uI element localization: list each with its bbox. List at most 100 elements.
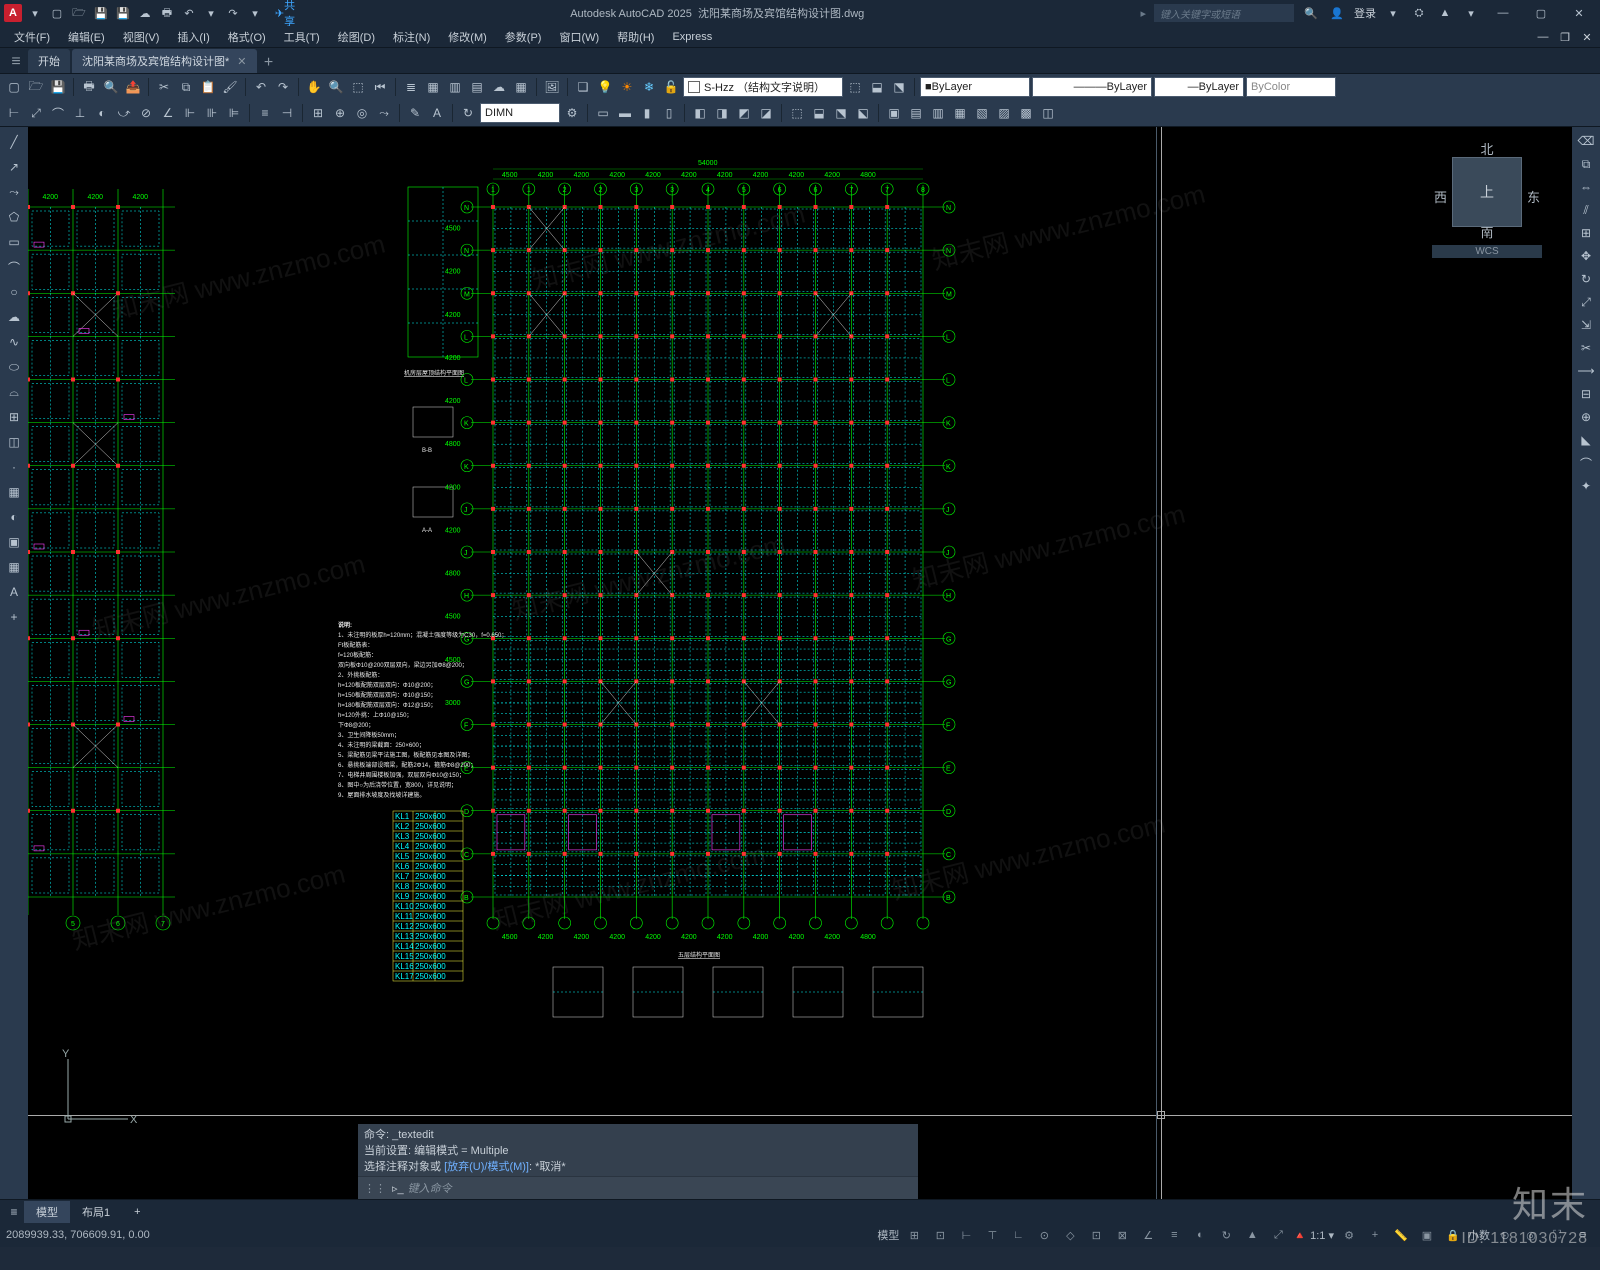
dc-icon[interactable]: ▦	[423, 77, 443, 97]
dim-rad-icon[interactable]: ◐	[92, 103, 112, 123]
jogline-icon[interactable]: ⤳	[374, 103, 394, 123]
redo2-icon[interactable]: ↷	[273, 77, 293, 97]
dim-ang-icon[interactable]: ∠	[158, 103, 178, 123]
iso-icon[interactable]: ◇	[1059, 1226, 1081, 1244]
3dosnap-icon[interactable]: ⊠	[1111, 1226, 1133, 1244]
cleanscreen-icon[interactable]: ⛶	[1546, 1226, 1568, 1244]
ortho-icon[interactable]: ∟	[1007, 1226, 1029, 1244]
apps-icon[interactable]: ⛭	[1410, 4, 1428, 22]
menu-insert[interactable]: 插入(I)	[169, 27, 217, 47]
login-dd-icon[interactable]: ▾	[1384, 4, 1402, 22]
mod9-icon[interactable]: ⬚	[787, 103, 807, 123]
mod12-icon[interactable]: ⬕	[853, 103, 873, 123]
mod8-icon[interactable]: ◪	[756, 103, 776, 123]
markup-icon[interactable]: ☁	[489, 77, 509, 97]
dim-quick-icon[interactable]: ⊩	[180, 103, 200, 123]
mod4-icon[interactable]: ▯	[659, 103, 679, 123]
tab-file[interactable]: 沈阳某商场及宾馆结构设计图*✕	[72, 49, 257, 73]
mod11-icon[interactable]: ⬔	[831, 103, 851, 123]
dim-arc-icon[interactable]: ⌒	[48, 103, 68, 123]
layer-tool3-icon[interactable]: ⬔	[889, 77, 909, 97]
layout-menu-icon[interactable]: ≡	[4, 1202, 24, 1222]
dim-ord-icon[interactable]: ⊥	[70, 103, 90, 123]
qat-dd2-icon[interactable]: ▾	[246, 4, 264, 22]
mod17-icon[interactable]: ▧	[972, 103, 992, 123]
ws-switch-icon[interactable]: ⚙	[1338, 1226, 1360, 1244]
match-icon[interactable]: 🖌	[220, 77, 240, 97]
color-dropdown[interactable]: ■ ByLayer	[920, 77, 1030, 97]
plotstyle-dropdown[interactable]: ByColor	[1246, 77, 1336, 97]
cmd-handle-icon[interactable]: ⋮⋮	[364, 1182, 386, 1195]
snap-toggle-icon[interactable]: ⊡	[929, 1226, 951, 1244]
dimstyle-mgr-icon[interactable]: ⚙	[562, 103, 582, 123]
lineweight-dropdown[interactable]: — ByLayer	[1154, 77, 1244, 97]
dim-aligned-icon[interactable]: ⤢	[26, 103, 46, 123]
lock-icon[interactable]: 🔓	[661, 77, 681, 97]
menu-format[interactable]: 格式(O)	[220, 27, 274, 47]
mod6-icon[interactable]: ◨	[712, 103, 732, 123]
copy2-icon[interactable]: ⧉	[1576, 154, 1596, 174]
menu-modify[interactable]: 修改(M)	[440, 27, 495, 47]
dim-dia-icon[interactable]: ⊘	[136, 103, 156, 123]
mdi-restore-icon[interactable]: ❐	[1556, 29, 1574, 45]
saveas-icon[interactable]: 💾	[114, 4, 132, 22]
mod3-icon[interactable]: ▮	[637, 103, 657, 123]
undo2-icon[interactable]: ↶	[251, 77, 271, 97]
zoom-rt-icon[interactable]: 🔍	[326, 77, 346, 97]
array-icon[interactable]: ⊞	[1576, 223, 1596, 243]
scale-icon[interactable]: ⤢	[1576, 292, 1596, 312]
layer-mgr-icon[interactable]: ❑	[573, 77, 593, 97]
chamfer-icon[interactable]: ◣	[1576, 430, 1596, 450]
point-icon[interactable]: ·	[3, 456, 25, 478]
search-icon[interactable]: 🔍	[1302, 4, 1320, 22]
rect-icon[interactable]: ▭	[3, 231, 25, 253]
menu-edit[interactable]: 编辑(E)	[60, 27, 113, 47]
mirror-icon[interactable]: ⇔	[1576, 177, 1596, 197]
qat-dd1-icon[interactable]: ▾	[202, 4, 220, 22]
preview-icon[interactable]: 🔍	[101, 77, 121, 97]
layout-new-icon[interactable]: +	[122, 1203, 152, 1221]
dim-space-icon[interactable]: ≡	[255, 103, 275, 123]
undo-icon[interactable]: ↶	[180, 4, 198, 22]
save-icon[interactable]: 💾	[92, 4, 110, 22]
transp-icon[interactable]: ◐	[1189, 1226, 1211, 1244]
lockui-icon[interactable]: 🔒	[1442, 1226, 1464, 1244]
isolate-icon[interactable]: ⊙	[1494, 1226, 1516, 1244]
line-icon[interactable]: ╱	[3, 131, 25, 153]
app-icon[interactable]: A	[4, 4, 22, 22]
mod20-icon[interactable]: ◫	[1038, 103, 1058, 123]
mod2-icon[interactable]: ▬	[615, 103, 635, 123]
fillet-icon[interactable]: ⌒	[1576, 453, 1596, 473]
hw-icon[interactable]: ◎	[1520, 1226, 1542, 1244]
tolerance-icon[interactable]: ⊞	[308, 103, 328, 123]
publish-icon[interactable]: 📤	[123, 77, 143, 97]
trim-icon[interactable]: ✂	[1576, 338, 1596, 358]
xline-icon[interactable]: ↗	[3, 156, 25, 178]
mod18-icon[interactable]: ▨	[994, 103, 1014, 123]
anno-vis-icon[interactable]: ▲	[1241, 1226, 1263, 1244]
plot-icon[interactable]: 🖶	[158, 4, 176, 22]
dimtedit-icon[interactable]: A	[427, 103, 447, 123]
cut-icon[interactable]: ✂	[154, 77, 174, 97]
redo-icon[interactable]: ↷	[224, 4, 242, 22]
mod14-icon[interactable]: ▤	[906, 103, 926, 123]
custom-icon[interactable]: ≡	[1572, 1226, 1594, 1244]
insert-icon[interactable]: ⊞	[3, 406, 25, 428]
new-doc-icon[interactable]: ▢	[4, 77, 24, 97]
rotate-icon[interactable]: ↻	[1576, 269, 1596, 289]
anno-scale[interactable]: 🔺 1:1 ▾	[1293, 1229, 1334, 1242]
units-label[interactable]: 小数	[1468, 1227, 1490, 1243]
mdi-minimize-icon[interactable]: —	[1534, 29, 1552, 45]
zoom-win-icon[interactable]: ⬚	[348, 77, 368, 97]
dim-cont-icon[interactable]: ⊫	[224, 103, 244, 123]
dimstyle-dropdown[interactable]: DIMN	[480, 103, 560, 123]
mod19-icon[interactable]: ▩	[1016, 103, 1036, 123]
units-icon[interactable]: 📏	[1390, 1226, 1412, 1244]
help-icon[interactable]: ▲	[1436, 4, 1454, 22]
print-icon[interactable]: 🖶	[79, 77, 99, 97]
menu-draw[interactable]: 绘图(D)	[330, 27, 383, 47]
menu-dim[interactable]: 标注(N)	[385, 27, 438, 47]
mod16-icon[interactable]: ▦	[950, 103, 970, 123]
dim-linear-icon[interactable]: ⊢	[4, 103, 24, 123]
annomon-icon[interactable]: +	[1364, 1226, 1386, 1244]
